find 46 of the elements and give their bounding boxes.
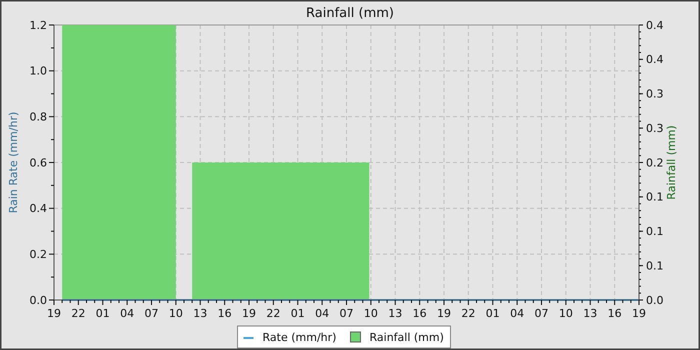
y-tick-label: 0.2 [30, 248, 47, 262]
x-tick-label: 10 [168, 307, 183, 320]
x-tick-label: 13 [193, 307, 208, 320]
x-tick-label: 22 [266, 307, 280, 320]
y2-tick-label: 0.4 [646, 53, 664, 66]
x-tick-label: 01 [486, 307, 500, 320]
y-axis-title: Rain Rate (mm/hr) [7, 112, 20, 214]
x-tick-label: 16 [218, 307, 232, 320]
x-tick-label: 04 [315, 307, 330, 320]
y2-axis-title: Rainfall (mm) [665, 125, 678, 200]
chart-title: Rainfall (mm) [306, 6, 394, 21]
y2-tick-label: 0.4 [646, 18, 664, 32]
x-tick-label: 16 [412, 307, 427, 320]
y2-tick-label: 0.1 [646, 190, 664, 204]
y2-tick-label: 0.1 [646, 225, 664, 238]
x-tick-label: 07 [144, 307, 158, 320]
legend-label: Rate (mm/hr) [262, 330, 336, 344]
x-tick-label: 13 [583, 307, 598, 320]
y2-tick-label: 0.2 [646, 156, 664, 170]
x-tick-label: 19 [47, 307, 61, 320]
y2-tick-label: 0.0 [646, 294, 664, 307]
x-tick-label: 04 [510, 307, 524, 320]
x-tick-label: 10 [558, 307, 573, 320]
y2-tick-label: 0.3 [646, 122, 664, 135]
x-tick-label: 22 [461, 307, 476, 320]
x-tick-label: 19 [437, 307, 451, 320]
y-tick-label: 1.0 [30, 64, 47, 78]
x-tick-label: 19 [242, 307, 256, 320]
y2-tick-label: 0.3 [646, 88, 664, 101]
y-tick-label: 0.0 [30, 294, 47, 307]
x-tick-label: 01 [96, 307, 110, 320]
x-tick-label: 04 [120, 307, 134, 320]
legend-label: Rainfall (mm) [370, 330, 444, 344]
x-tick-label: 22 [71, 307, 86, 320]
y-tick-label: 0.8 [30, 110, 47, 124]
y-tick-label: 1.2 [30, 18, 47, 32]
y-tick-label: 0.6 [30, 156, 47, 170]
x-tick-label: 07 [534, 307, 548, 320]
y2-tick-label: 0.1 [646, 259, 664, 272]
x-tick-label: 16 [608, 307, 622, 320]
x-tick-label: 10 [364, 307, 378, 320]
x-tick-label: 13 [388, 307, 402, 320]
y-tick-label: 0.4 [30, 202, 47, 216]
x-tick-label: 01 [290, 307, 305, 320]
x-tick-label: 07 [340, 307, 354, 320]
x-tick-label: 19 [632, 307, 646, 320]
